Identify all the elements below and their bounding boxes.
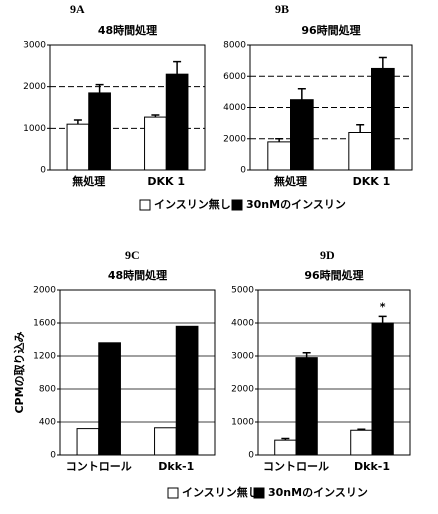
chart-title: 96時間処理 <box>301 23 360 37</box>
bar <box>291 100 314 170</box>
bar <box>372 68 395 170</box>
y-tick-label: 0 <box>248 451 254 461</box>
y-tick-label: 8000 <box>223 41 246 51</box>
y-tick-label: 4000 <box>223 103 246 113</box>
y-tick-label: 1000 <box>23 124 46 134</box>
y-tick-label: 3000 <box>23 41 46 51</box>
chart-title: 48時間処理 <box>98 23 157 37</box>
y-tick-label: 4000 <box>231 319 254 329</box>
bar <box>351 430 372 455</box>
y-tick-label: 400 <box>39 418 56 428</box>
bar <box>176 326 198 455</box>
error-bar <box>298 89 306 100</box>
bar <box>99 343 121 455</box>
bar <box>372 323 393 455</box>
y-tick-label: 2000 <box>33 286 56 296</box>
legend-swatch <box>232 200 242 210</box>
x-tick-label: DKK 1 <box>147 175 185 188</box>
legend-label: 30nMのインスリン <box>268 486 368 499</box>
y-tick-label: 0 <box>240 166 246 176</box>
bar <box>296 358 317 455</box>
figure: 9A 48時間処理 0 1000 2000 3000 無処理 DKK 1 インスリン無し 30nM… <box>0 0 438 514</box>
bar <box>67 124 89 170</box>
error-bar <box>379 58 387 69</box>
chart-title: 96時間処理 <box>304 268 363 282</box>
y-axis-title: CPMの取り込み <box>12 331 26 413</box>
panel-label: 9B <box>275 2 289 16</box>
x-tick-label: 無処理 <box>274 174 307 188</box>
panel-label: 9C <box>125 248 140 262</box>
bar <box>77 429 99 455</box>
y-tick-label: 0 <box>50 451 56 461</box>
y-tick-label: 2000 <box>23 82 46 92</box>
bar <box>268 142 291 170</box>
y-tick-label: 1200 <box>33 352 56 362</box>
error-bar <box>379 316 387 323</box>
bar <box>275 440 296 455</box>
bar <box>349 133 372 171</box>
y-tick-label: 0 <box>40 166 46 176</box>
bar <box>166 74 188 170</box>
error-bar <box>96 85 104 93</box>
y-tick-label: 2000 <box>223 134 246 144</box>
bar <box>155 428 177 455</box>
legend-label: インスリン無し <box>182 485 259 499</box>
error-bar <box>74 120 82 124</box>
x-tick-label: コントロール <box>263 460 329 473</box>
panel-label: 9D <box>320 248 335 262</box>
y-tick-label: 800 <box>39 385 56 395</box>
error-bar <box>303 353 311 358</box>
panel-label: 9A <box>70 2 85 16</box>
x-tick-label: Dkk-1 <box>354 460 390 473</box>
x-tick-label: DKK 1 <box>353 175 391 188</box>
annotation: * <box>380 300 386 313</box>
x-tick-label: 無処理 <box>72 174 105 188</box>
bar <box>89 93 111 170</box>
x-tick-label: Dkk-1 <box>158 460 194 473</box>
chart-title: 48時間処理 <box>108 268 167 282</box>
y-tick-label: 2000 <box>231 385 254 395</box>
legend-swatch <box>168 488 178 498</box>
y-tick-label: 5000 <box>231 286 254 296</box>
legend-swatch <box>140 200 150 210</box>
error-bar <box>356 125 364 133</box>
legend-swatch <box>254 488 264 498</box>
error-bar <box>173 62 181 74</box>
y-tick-label: 3000 <box>231 352 254 362</box>
y-tick-label: 1600 <box>33 319 56 329</box>
bar <box>145 117 167 170</box>
y-tick-label: 1000 <box>231 418 254 428</box>
legend-label: インスリン無し <box>154 197 231 211</box>
x-tick-label: コントロール <box>66 460 132 473</box>
legend-label: 30nMのインスリン <box>246 198 346 211</box>
y-tick-label: 6000 <box>223 72 246 82</box>
